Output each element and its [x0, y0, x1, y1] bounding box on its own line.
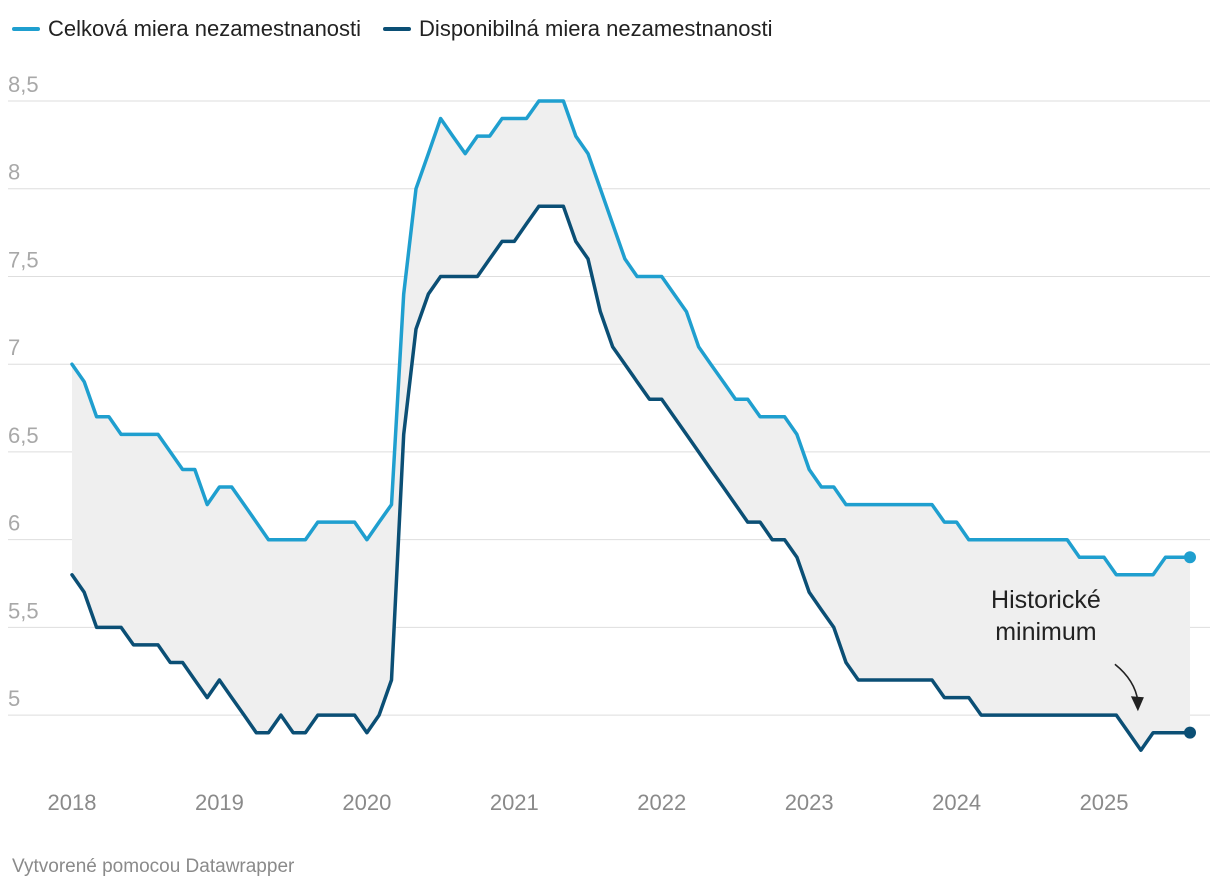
x-axis: 2018 2019 2020 2021 2022 2023 2024 2025 [48, 790, 1129, 815]
y-tick-label: 5,5 [8, 598, 39, 623]
x-tick-label: 2020 [342, 790, 391, 815]
series-end-point-0 [1184, 551, 1196, 564]
y-tick-label: 7 [8, 335, 20, 360]
y-tick-label: 5 [8, 686, 20, 711]
x-tick-label: 2023 [785, 790, 834, 815]
y-tick-label: 6 [8, 511, 20, 536]
series-line-1 [70, 204, 1192, 752]
annotation-line-2: minimum [995, 618, 1096, 646]
series-line-0 [70, 99, 1192, 577]
legend-label-disposable: Disponibilná miera nezamestnanosti [419, 16, 773, 41]
legend-item-total: Celková miera nezamestnanosti [12, 16, 361, 42]
series-lines [70, 99, 1196, 752]
credit-text: Vytvorené pomocou Datawrapper [12, 856, 295, 877]
y-axis: 8,5 8 7,5 7 6,5 6 5,5 5 [8, 72, 39, 711]
y-tick-label: 7,5 [8, 247, 39, 272]
series-end-point-1 [1184, 726, 1196, 739]
x-tick-label: 2019 [195, 790, 244, 815]
legend-item-disposable: Disponibilná miera nezamestnanosti [383, 16, 772, 42]
x-tick-label: 2021 [490, 790, 539, 815]
y-tick-label: 8,5 [8, 72, 39, 97]
legend: Celková miera nezamestnanosti Disponibil… [12, 14, 772, 44]
x-tick-label: 2025 [1080, 790, 1129, 815]
legend-label-total: Celková miera nezamestnanosti [48, 16, 362, 41]
annotation: Historické minimum [991, 586, 1144, 712]
legend-swatch-total [12, 27, 40, 31]
y-tick-label: 8 [8, 160, 20, 185]
x-tick-label: 2018 [48, 790, 97, 815]
gap-area [72, 101, 1190, 751]
annotation-arrow-head [1130, 696, 1144, 712]
legend-swatch-disposable [383, 27, 412, 31]
y-tick-label: 6,5 [8, 423, 39, 448]
x-tick-label: 2024 [932, 790, 981, 815]
annotation-line-1: Historické [991, 586, 1101, 614]
x-tick-label: 2022 [637, 790, 686, 815]
